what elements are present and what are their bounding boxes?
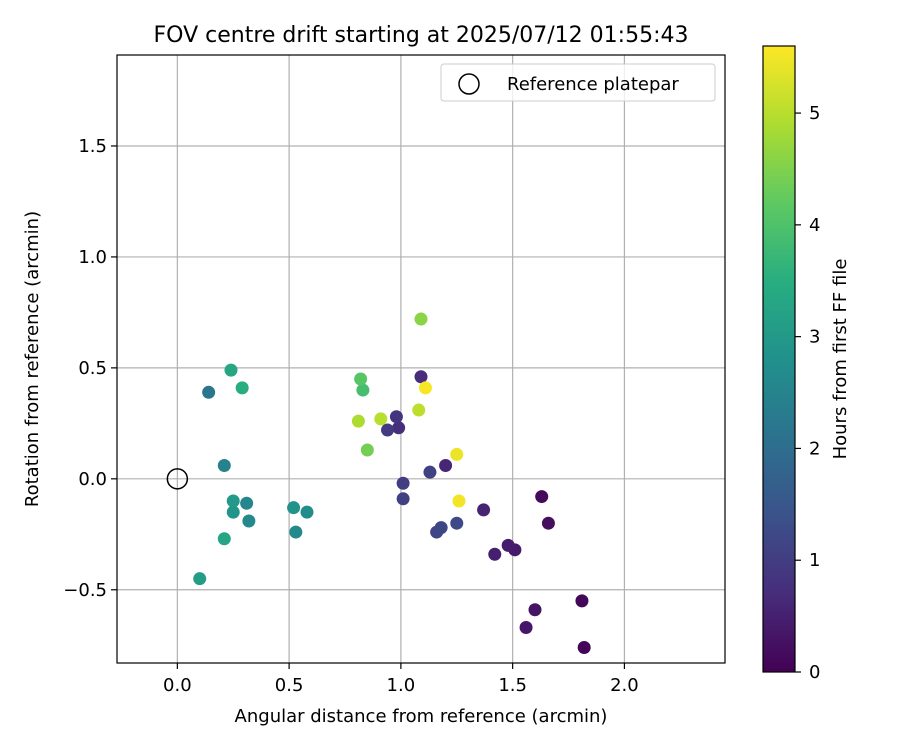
x-axis-label: Angular distance from reference (arcmin) — [235, 706, 608, 727]
data-point — [488, 547, 502, 561]
data-point — [541, 516, 555, 530]
data-point — [235, 381, 249, 395]
data-point — [380, 423, 394, 437]
x-tick-label: 1.5 — [498, 675, 527, 696]
data-point — [434, 521, 448, 535]
data-point — [452, 494, 466, 508]
data-point — [392, 421, 406, 435]
data-point — [242, 514, 256, 528]
x-axis-ticks: 0.0 0.5 1.0 1.5 2.0 — [163, 663, 639, 696]
data-point — [396, 476, 410, 490]
reference-marker — [166, 468, 189, 490]
data-point — [389, 410, 403, 424]
colorbar-tick-label: 1 — [809, 550, 820, 571]
data-point — [535, 490, 549, 504]
data-point — [226, 505, 240, 519]
data-point — [418, 381, 432, 395]
x-tick-label: 1.0 — [387, 675, 416, 696]
data-point — [240, 496, 254, 510]
data-point — [300, 505, 314, 519]
colorbar-tick-label: 5 — [809, 103, 820, 124]
y-axis-ticks: −0.5 0.0 0.5 1.0 1.5 — [63, 136, 117, 601]
data-point — [414, 370, 428, 384]
legend-marker-icon — [458, 73, 480, 95]
data-point — [354, 372, 368, 386]
colorbar-tick-label: 4 — [809, 215, 820, 236]
data-point — [412, 403, 426, 417]
x-tick-label: 0.5 — [275, 675, 304, 696]
data-point — [217, 532, 231, 546]
plot-frame — [116, 54, 726, 664]
colorbar-tick-label: 0 — [809, 662, 820, 683]
data-point — [289, 525, 303, 539]
data-point — [501, 538, 515, 552]
y-axis-label: Rotation from reference (arcmin) — [22, 211, 43, 507]
data-point — [224, 363, 238, 377]
data-point — [577, 640, 591, 654]
x-tick-label: 2.0 — [610, 675, 639, 696]
legend-entry-reference: Reference platepar — [507, 74, 679, 95]
colorbar-tick-label: 3 — [809, 327, 820, 348]
colorbar-tick-label: 2 — [809, 438, 820, 459]
y-tick-label: 1.0 — [78, 247, 107, 268]
x-tick-label: 0.0 — [163, 675, 192, 696]
legend: Reference platepar — [440, 63, 716, 102]
data-point — [193, 572, 207, 586]
data-point — [519, 620, 533, 634]
y-tick-label: −0.5 — [63, 580, 107, 601]
y-tick-label: 0.0 — [78, 469, 107, 490]
data-point — [396, 492, 410, 506]
data-point — [374, 412, 388, 426]
data-point — [439, 459, 453, 473]
data-point — [450, 516, 464, 530]
chart-title: FOV centre drift starting at 2025/07/12 … — [154, 23, 689, 48]
data-point — [351, 414, 365, 428]
data-point — [414, 312, 428, 326]
data-point — [575, 594, 589, 608]
data-point — [528, 603, 542, 617]
data-points — [193, 312, 591, 654]
data-point — [226, 494, 240, 508]
data-point — [217, 459, 231, 473]
data-point — [477, 503, 491, 517]
data-point — [360, 443, 374, 457]
reference-point — [166, 468, 189, 490]
y-tick-label: 1.5 — [78, 136, 107, 157]
grid-lines — [117, 55, 725, 663]
data-point — [450, 447, 464, 461]
colorbar — [762, 45, 796, 673]
data-point — [356, 383, 370, 397]
data-point — [202, 385, 216, 399]
colorbar-ticks: 0 1 2 3 4 5 — [795, 103, 820, 683]
y-tick-label: 0.5 — [78, 358, 107, 379]
legend-box — [440, 63, 716, 102]
data-point — [287, 501, 301, 515]
data-point — [423, 465, 437, 479]
colorbar-label: Hours from first FF file — [830, 259, 851, 460]
